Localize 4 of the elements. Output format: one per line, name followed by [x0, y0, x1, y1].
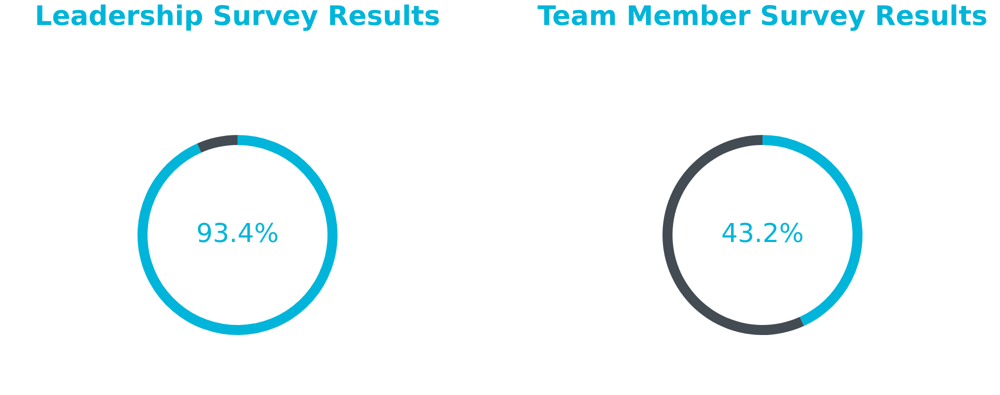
chart-title: Team Member Survey Results — [536, 0, 989, 34]
data-label: 93.4% — [196, 218, 279, 249]
chart-title: Leadership Survey Results — [34, 0, 442, 34]
data-label: 43.2% — [721, 218, 804, 249]
